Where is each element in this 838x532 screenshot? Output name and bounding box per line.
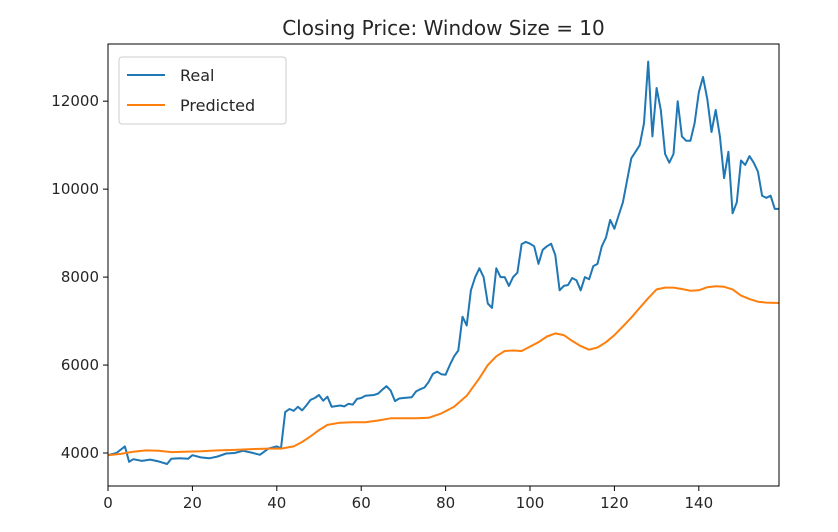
x-tick-label: 40 [267, 494, 286, 512]
legend: Real Predicted [118, 56, 287, 125]
x-tick-label: 120 [600, 494, 629, 512]
series-layer [107, 60, 780, 465]
y-axis: 4000 6000 8000 10000 12000 [51, 92, 108, 462]
y-tick-label: 4000 [61, 444, 99, 462]
series-line-predicted [107, 285, 780, 457]
x-tick-label: 80 [436, 494, 455, 512]
x-tick-label: 20 [183, 494, 202, 512]
y-tick-label: 6000 [61, 356, 99, 374]
series-line-real [107, 60, 779, 465]
x-tick-label: 60 [352, 494, 371, 512]
y-tick-label: 8000 [61, 268, 99, 286]
x-tick-label: 100 [516, 494, 545, 512]
plot-area-frame [107, 43, 780, 487]
x-tick-label: 140 [684, 494, 713, 512]
y-tick-label: 10000 [51, 180, 99, 198]
x-tick-label: 0 [103, 494, 113, 512]
x-axis: 0 20 40 60 80 100 120 140 [103, 486, 713, 512]
chart-title: Closing Price: Window Size = 10 [282, 16, 605, 40]
legend-box [118, 56, 287, 125]
legend-label-real: Real [180, 66, 215, 85]
legend-label-predicted: Predicted [180, 96, 255, 115]
y-tick-label: 12000 [51, 92, 99, 110]
